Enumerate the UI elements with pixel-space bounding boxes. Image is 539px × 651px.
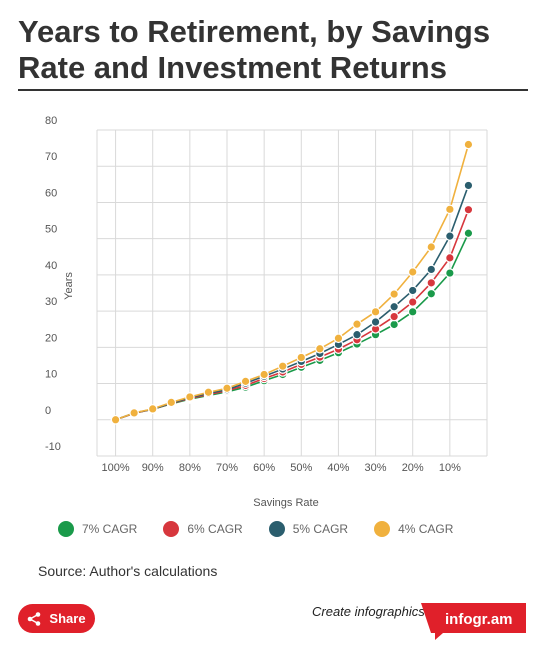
y-tick-label: 50 xyxy=(45,224,57,236)
x-tick-labels: 100% 90% 80% 70% 60% 50% 40% 30% 20% 10% xyxy=(102,462,462,474)
legend-item-4pct[interactable]: 4% CAGR xyxy=(374,521,453,537)
data-point[interactable] xyxy=(407,297,418,307)
share-label: Share xyxy=(49,611,86,626)
data-point[interactable] xyxy=(370,307,381,317)
y-tick-label: 60 xyxy=(45,187,57,199)
data-point[interactable] xyxy=(463,228,474,239)
brand-logo[interactable]: infogr.am xyxy=(421,603,526,640)
y-axis-label: Years xyxy=(63,272,75,300)
x-tick-label: 20% xyxy=(402,462,424,474)
line-chart: 80 70 60 50 40 30 20 10 0 -10 100% 90% 80% 70% 60% 50%… xyxy=(45,115,488,509)
y-tick-label: 40 xyxy=(45,260,57,272)
data-point[interactable] xyxy=(333,333,344,344)
data-point[interactable] xyxy=(259,369,269,380)
x-tick-label: 50% xyxy=(290,462,312,474)
y-tick-label: 20 xyxy=(45,332,57,344)
create-infographics-link[interactable]: Create infographics xyxy=(312,604,425,619)
data-point[interactable] xyxy=(222,383,232,394)
data-point[interactable] xyxy=(129,408,139,418)
legend-item-7pct[interactable]: 7% CAGR xyxy=(58,521,137,537)
legend-label: 7% CAGR xyxy=(82,522,138,536)
data-point[interactable] xyxy=(445,268,455,278)
x-tick-label: 90% xyxy=(142,462,164,474)
y-tick-label: 30 xyxy=(45,296,57,308)
brand-text: infogr.am xyxy=(445,611,513,628)
x-tick-label: 80% xyxy=(179,462,201,474)
data-point[interactable] xyxy=(426,242,437,252)
data-point[interactable] xyxy=(407,267,418,277)
data-point[interactable] xyxy=(166,397,177,408)
data-point[interactable] xyxy=(389,289,399,299)
legend-dot-icon xyxy=(58,521,74,537)
y-tick-label: 80 xyxy=(45,115,57,127)
data-point[interactable] xyxy=(463,139,474,150)
series-line xyxy=(115,144,470,421)
data-point[interactable] xyxy=(352,319,362,329)
data-point[interactable] xyxy=(389,311,399,322)
data-point[interactable] xyxy=(426,278,437,288)
data-point[interactable] xyxy=(147,404,158,414)
source-note: Source: Author's calculations xyxy=(38,563,218,579)
legend-dot-icon xyxy=(268,521,285,537)
data-point[interactable] xyxy=(370,317,381,327)
data-point[interactable] xyxy=(203,387,214,398)
series-7-cagr xyxy=(110,228,474,425)
legend-label: 4% CAGR xyxy=(398,522,454,536)
data-point[interactable] xyxy=(277,361,288,371)
data-point[interactable] xyxy=(352,329,362,340)
data-point[interactable] xyxy=(407,285,418,296)
data-point[interactable] xyxy=(240,376,251,387)
data-point[interactable] xyxy=(407,307,418,317)
data-point[interactable] xyxy=(463,180,474,191)
series-4-cagr xyxy=(110,139,474,425)
x-tick-label: 60% xyxy=(253,462,275,474)
x-tick-label: 30% xyxy=(365,462,387,474)
data-point[interactable] xyxy=(445,231,455,241)
series-lines xyxy=(110,139,474,425)
legend-dot-icon xyxy=(163,521,180,537)
data-point[interactable] xyxy=(389,301,399,312)
legend-label: 6% CAGR xyxy=(187,522,243,536)
data-point[interactable] xyxy=(463,204,474,215)
chart-legend: 7% CAGR 6% CAGR 5% CAGR 4% CAGR xyxy=(58,521,453,537)
page-title: Years to Retirement, by Savings Rate and… xyxy=(18,14,491,85)
data-point[interactable] xyxy=(389,319,399,330)
x-tick-label: 40% xyxy=(327,462,349,474)
data-point[interactable] xyxy=(185,392,195,402)
grid-lines xyxy=(96,129,488,457)
legend-label: 5% CAGR xyxy=(292,522,349,536)
data-point[interactable] xyxy=(426,264,437,275)
data-point[interactable] xyxy=(426,288,437,299)
title-divider xyxy=(18,89,528,91)
y-tick-label: 70 xyxy=(45,151,57,163)
series-line xyxy=(115,232,470,421)
data-point[interactable] xyxy=(315,343,325,354)
x-tick-label: 70% xyxy=(216,462,238,474)
legend-item-6pct[interactable]: 6% CAGR xyxy=(163,521,243,537)
data-point[interactable] xyxy=(445,253,455,263)
share-button[interactable]: Share xyxy=(18,604,95,633)
y-tick-label: 10 xyxy=(45,369,57,381)
data-point[interactable] xyxy=(110,414,121,425)
y-tick-labels: 80 70 60 50 40 30 20 10 0 -10 xyxy=(45,115,61,453)
x-axis-label: Savings Rate xyxy=(253,497,318,509)
brand-flag-icon xyxy=(421,603,526,640)
x-tick-label: 100% xyxy=(102,462,130,474)
y-tick-label: 0 xyxy=(45,405,51,417)
data-point[interactable] xyxy=(445,204,455,215)
x-tick-label: 10% xyxy=(439,462,461,474)
y-tick-label: -10 xyxy=(45,441,61,453)
share-icon xyxy=(28,611,41,626)
series-5-cagr xyxy=(110,180,474,425)
legend-dot-icon xyxy=(374,521,391,537)
data-point[interactable] xyxy=(296,352,307,363)
legend-item-5pct[interactable]: 5% CAGR xyxy=(268,521,349,537)
